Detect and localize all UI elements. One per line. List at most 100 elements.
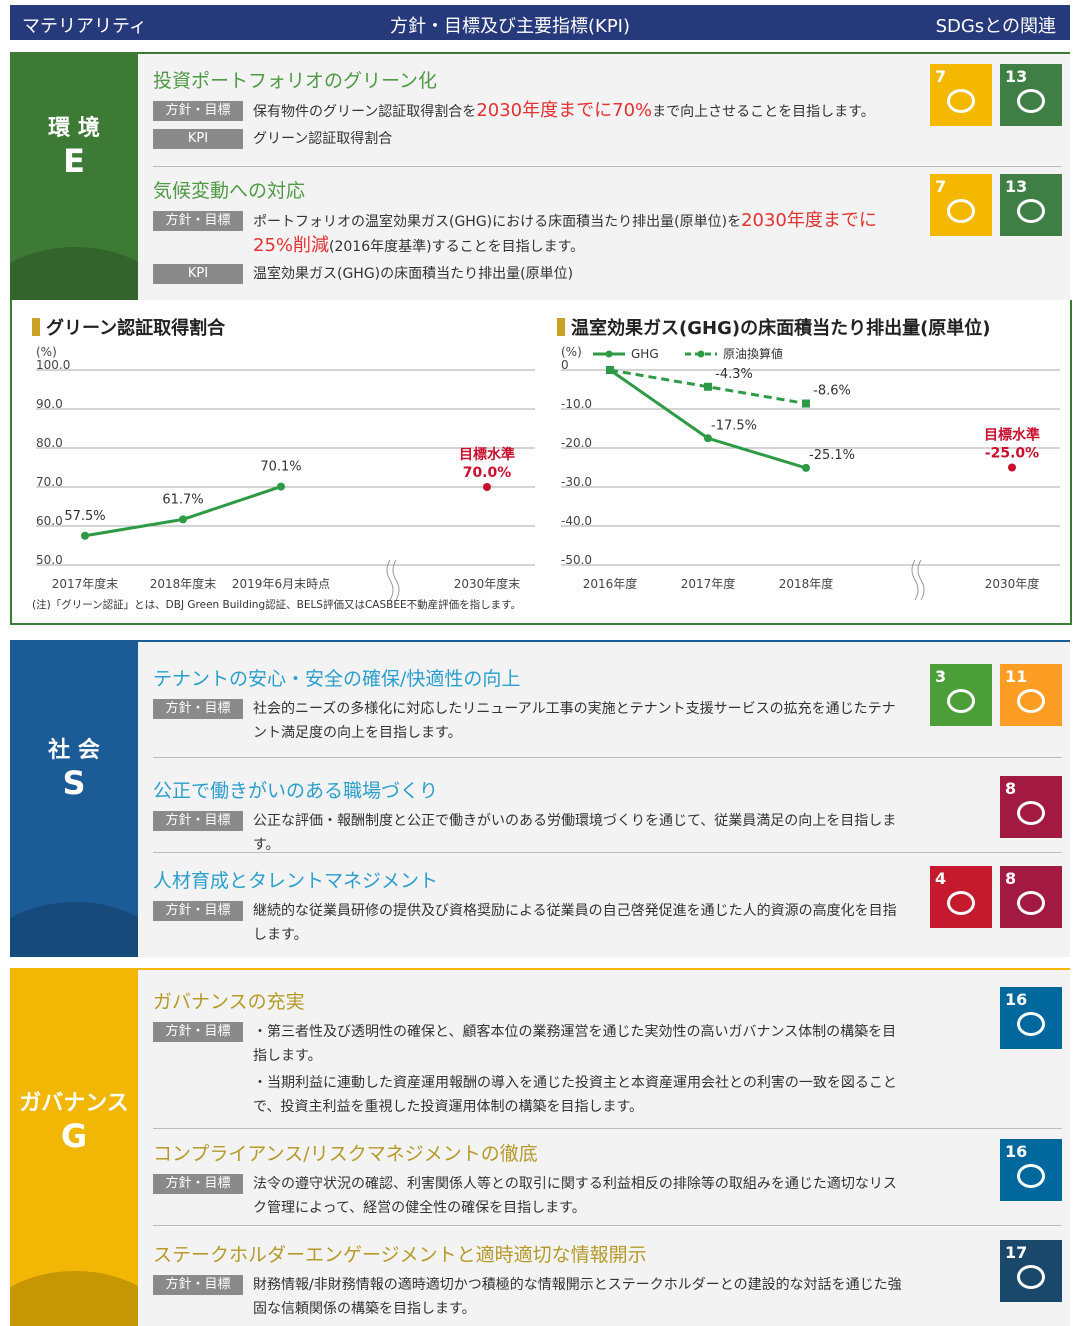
- item-title: 気候変動への対応: [153, 176, 1062, 203]
- tag: 方針・目標: [153, 699, 243, 719]
- chart-title: グリーン認証取得割合: [46, 317, 226, 339]
- x-tick-label: 2016年度: [583, 576, 638, 591]
- sdg-number: 3: [935, 667, 946, 686]
- separator: [153, 1225, 1062, 1226]
- sdg-number: 11: [1005, 667, 1027, 686]
- row-text: ・第三者性及び透明性の確保と、顧客本位の業務運営を通じた実効性の高いガバナンス体…: [253, 1020, 903, 1068]
- tag: 方針・目標: [153, 1275, 243, 1295]
- sdg-symbol: [947, 891, 975, 915]
- tag: 方針・目標: [153, 1022, 243, 1042]
- row-text: ポートフォリオの温室効果ガス(GHG)における床面積当たり排出量(原単位)を20…: [253, 209, 903, 259]
- point: [704, 434, 712, 442]
- row-text: グリーン認証取得割合: [253, 127, 903, 151]
- data-label: -17.5%: [711, 418, 757, 433]
- x-tick-label: 2019年6月末時点: [232, 577, 330, 591]
- data-label: -4.3%: [715, 367, 753, 382]
- section-label-column: 社 会S: [10, 642, 138, 957]
- point: [606, 366, 614, 374]
- sdg-icon: 17: [1000, 1240, 1062, 1302]
- item-title: 人材育成とタレントマネジメント: [153, 866, 1062, 893]
- row-text: 保有物件のグリーン認証取得割合を2030年度までに70%まで向上させることを目指…: [253, 99, 903, 124]
- sdg-symbol: [1017, 1265, 1045, 1289]
- tag: 方針・目標: [153, 1174, 243, 1194]
- sdg-icon: 7: [930, 174, 992, 236]
- sdg-symbol: [1017, 199, 1045, 223]
- section-label: 環 境: [10, 110, 138, 142]
- sdg-symbol: [1017, 1012, 1045, 1036]
- section-letter: E: [10, 142, 138, 180]
- row-text: 継続的な従業員研修の提供及び資格奨励による従業員の自己啓発促進を通じた人的資源の…: [253, 899, 903, 947]
- sdg-icons: 48: [930, 866, 1062, 928]
- item: 投資ポートフォリオのグリーン化方針・目標保有物件のグリーン認証取得割合を2030…: [153, 54, 1062, 154]
- row: 方針・目標継続的な従業員研修の提供及び資格奨励による従業員の自己啓発促進を通じた…: [153, 899, 1062, 947]
- item-title: コンプライアンス/リスクマネジメントの徹底: [153, 1139, 1062, 1166]
- item: コンプライアンス/リスクマネジメントの徹底方針・目標法令の遵守状況の確認、利害関…: [153, 1127, 1062, 1223]
- section-label: ガバナンス: [10, 1085, 138, 1117]
- section-letter: S: [10, 764, 138, 802]
- items-area: テナントの安心・安全の確保/快適性の向上方針・目標社会的ニーズの多様化に対応した…: [138, 642, 1070, 957]
- target-value-label: -25.0%: [985, 446, 1039, 462]
- text: ・当期利益に連動した資産運用報酬の導入を通じた投資主と本資産運用会社との利害の一…: [253, 1075, 897, 1115]
- sdg-icon: 4: [930, 866, 992, 928]
- row: 方針・目標ポートフォリオの温室効果ガス(GHG)における床面積当たり排出量(原単…: [153, 209, 1062, 259]
- section-label: 社 会: [10, 732, 138, 764]
- text: まで向上させることを目指します。: [652, 104, 875, 120]
- sdg-symbol: [947, 689, 975, 713]
- text: ・第三者性及び透明性の確保と、顧客本位の業務運営を通じた実効性の高いガバナンス体…: [253, 1024, 896, 1064]
- section-hill: [10, 247, 138, 302]
- tag: KPI: [153, 264, 243, 284]
- point: [802, 464, 810, 472]
- row-text: 法令の遵守状況の確認、利害関係人等との取引に関する利益相反の排除等の取組みを通じ…: [253, 1172, 903, 1220]
- row: 方針・目標・第三者性及び透明性の確保と、顧客本位の業務運営を通じた実効性の高いガ…: [153, 1020, 1062, 1068]
- item-title: ステークホルダーエンゲージメントと適時適切な情報開示: [153, 1240, 1062, 1267]
- row-text: 社会的ニーズの多様化に対応したリニューアル工事の実施とテナント支援サービスの拡充…: [253, 697, 903, 745]
- sdg-number: 4: [935, 869, 946, 888]
- target-point: [1008, 464, 1016, 472]
- item: ステークホルダーエンゲージメントと適時適切な情報開示方針・目標財務情報/非財務情…: [153, 1228, 1062, 1324]
- item: テナントの安心・安全の確保/快適性の向上方針・目標社会的ニーズの多様化に対応した…: [153, 652, 1062, 748]
- sdg-number: 13: [1005, 67, 1027, 86]
- chart-title: 温室効果ガス(GHG)の床面積当たり排出量(原単位): [571, 317, 991, 339]
- item: 人材育成とタレントマネジメント方針・目標継続的な従業員研修の提供及び資格奨励によ…: [153, 854, 1062, 950]
- text: 社会的ニーズの多様化に対応したリニューアル工事の実施とテナント支援サービスの拡充…: [253, 701, 896, 741]
- data-label: 61.7%: [162, 492, 203, 507]
- row: 方針・目標公正な評価・報酬制度と公正で働きがいのある労働環境づくりを通じて、従業…: [153, 809, 1062, 857]
- sdg-icon: 13: [1000, 174, 1062, 236]
- text: 財務情報/非財務情報の適時適切かつ積極的な情報開示とステークホルダーとの建設的な…: [253, 1277, 902, 1317]
- row: 方針・目標保有物件のグリーン認証取得割合を2030年度までに70%まで向上させる…: [153, 99, 1062, 124]
- target-label: 目標水準: [984, 427, 1040, 444]
- sdg-symbol: [947, 199, 975, 223]
- separator: [153, 757, 1062, 758]
- legend-label: GHG: [631, 347, 659, 361]
- item-title: 公正で働きがいのある職場づくり: [153, 776, 1062, 803]
- section-hill: [10, 902, 138, 957]
- text: (2016年度基準)することを目指します。: [329, 239, 584, 255]
- title-marker: [32, 318, 40, 336]
- row-text: 財務情報/非財務情報の適時適切かつ積極的な情報開示とステークホルダーとの建設的な…: [253, 1273, 903, 1321]
- sdg-icons: 17: [1000, 1240, 1062, 1302]
- text: 法令の遵守状況の確認、利害関係人等との取引に関する利益相反の排除等の取組みを通じ…: [253, 1176, 897, 1216]
- sdg-icons: 16: [1000, 1139, 1062, 1201]
- chart: 温室効果ガス(GHG)の床面積当たり排出量(原単位)(%)-50.0-40.0-…: [553, 310, 1065, 622]
- sdg-number: 8: [1005, 869, 1016, 888]
- sdg-icon: 13: [1000, 64, 1062, 126]
- header-label: 方針・目標及び主要指標(KPI): [390, 12, 630, 38]
- sdg-icons: 8: [1000, 776, 1062, 838]
- highlight-text: 2030年度までに70%: [476, 100, 652, 121]
- x-tick-label: 2030年度末: [454, 576, 521, 591]
- point: [179, 515, 187, 523]
- sdg-icon: 7: [930, 64, 992, 126]
- sdg-number: 13: [1005, 177, 1027, 196]
- legend-marker: [606, 351, 613, 358]
- sdg-icon: 16: [1000, 1139, 1062, 1201]
- header-bar: マテリアリティ 方針・目標及び主要指標(KPI) SDGsとの関連: [10, 5, 1070, 40]
- point: [277, 483, 285, 491]
- sdg-icons: 3 11: [930, 664, 1062, 726]
- axis-unit: (%): [36, 345, 57, 359]
- sdg-number: 17: [1005, 1243, 1027, 1262]
- data-label: 57.5%: [64, 509, 105, 524]
